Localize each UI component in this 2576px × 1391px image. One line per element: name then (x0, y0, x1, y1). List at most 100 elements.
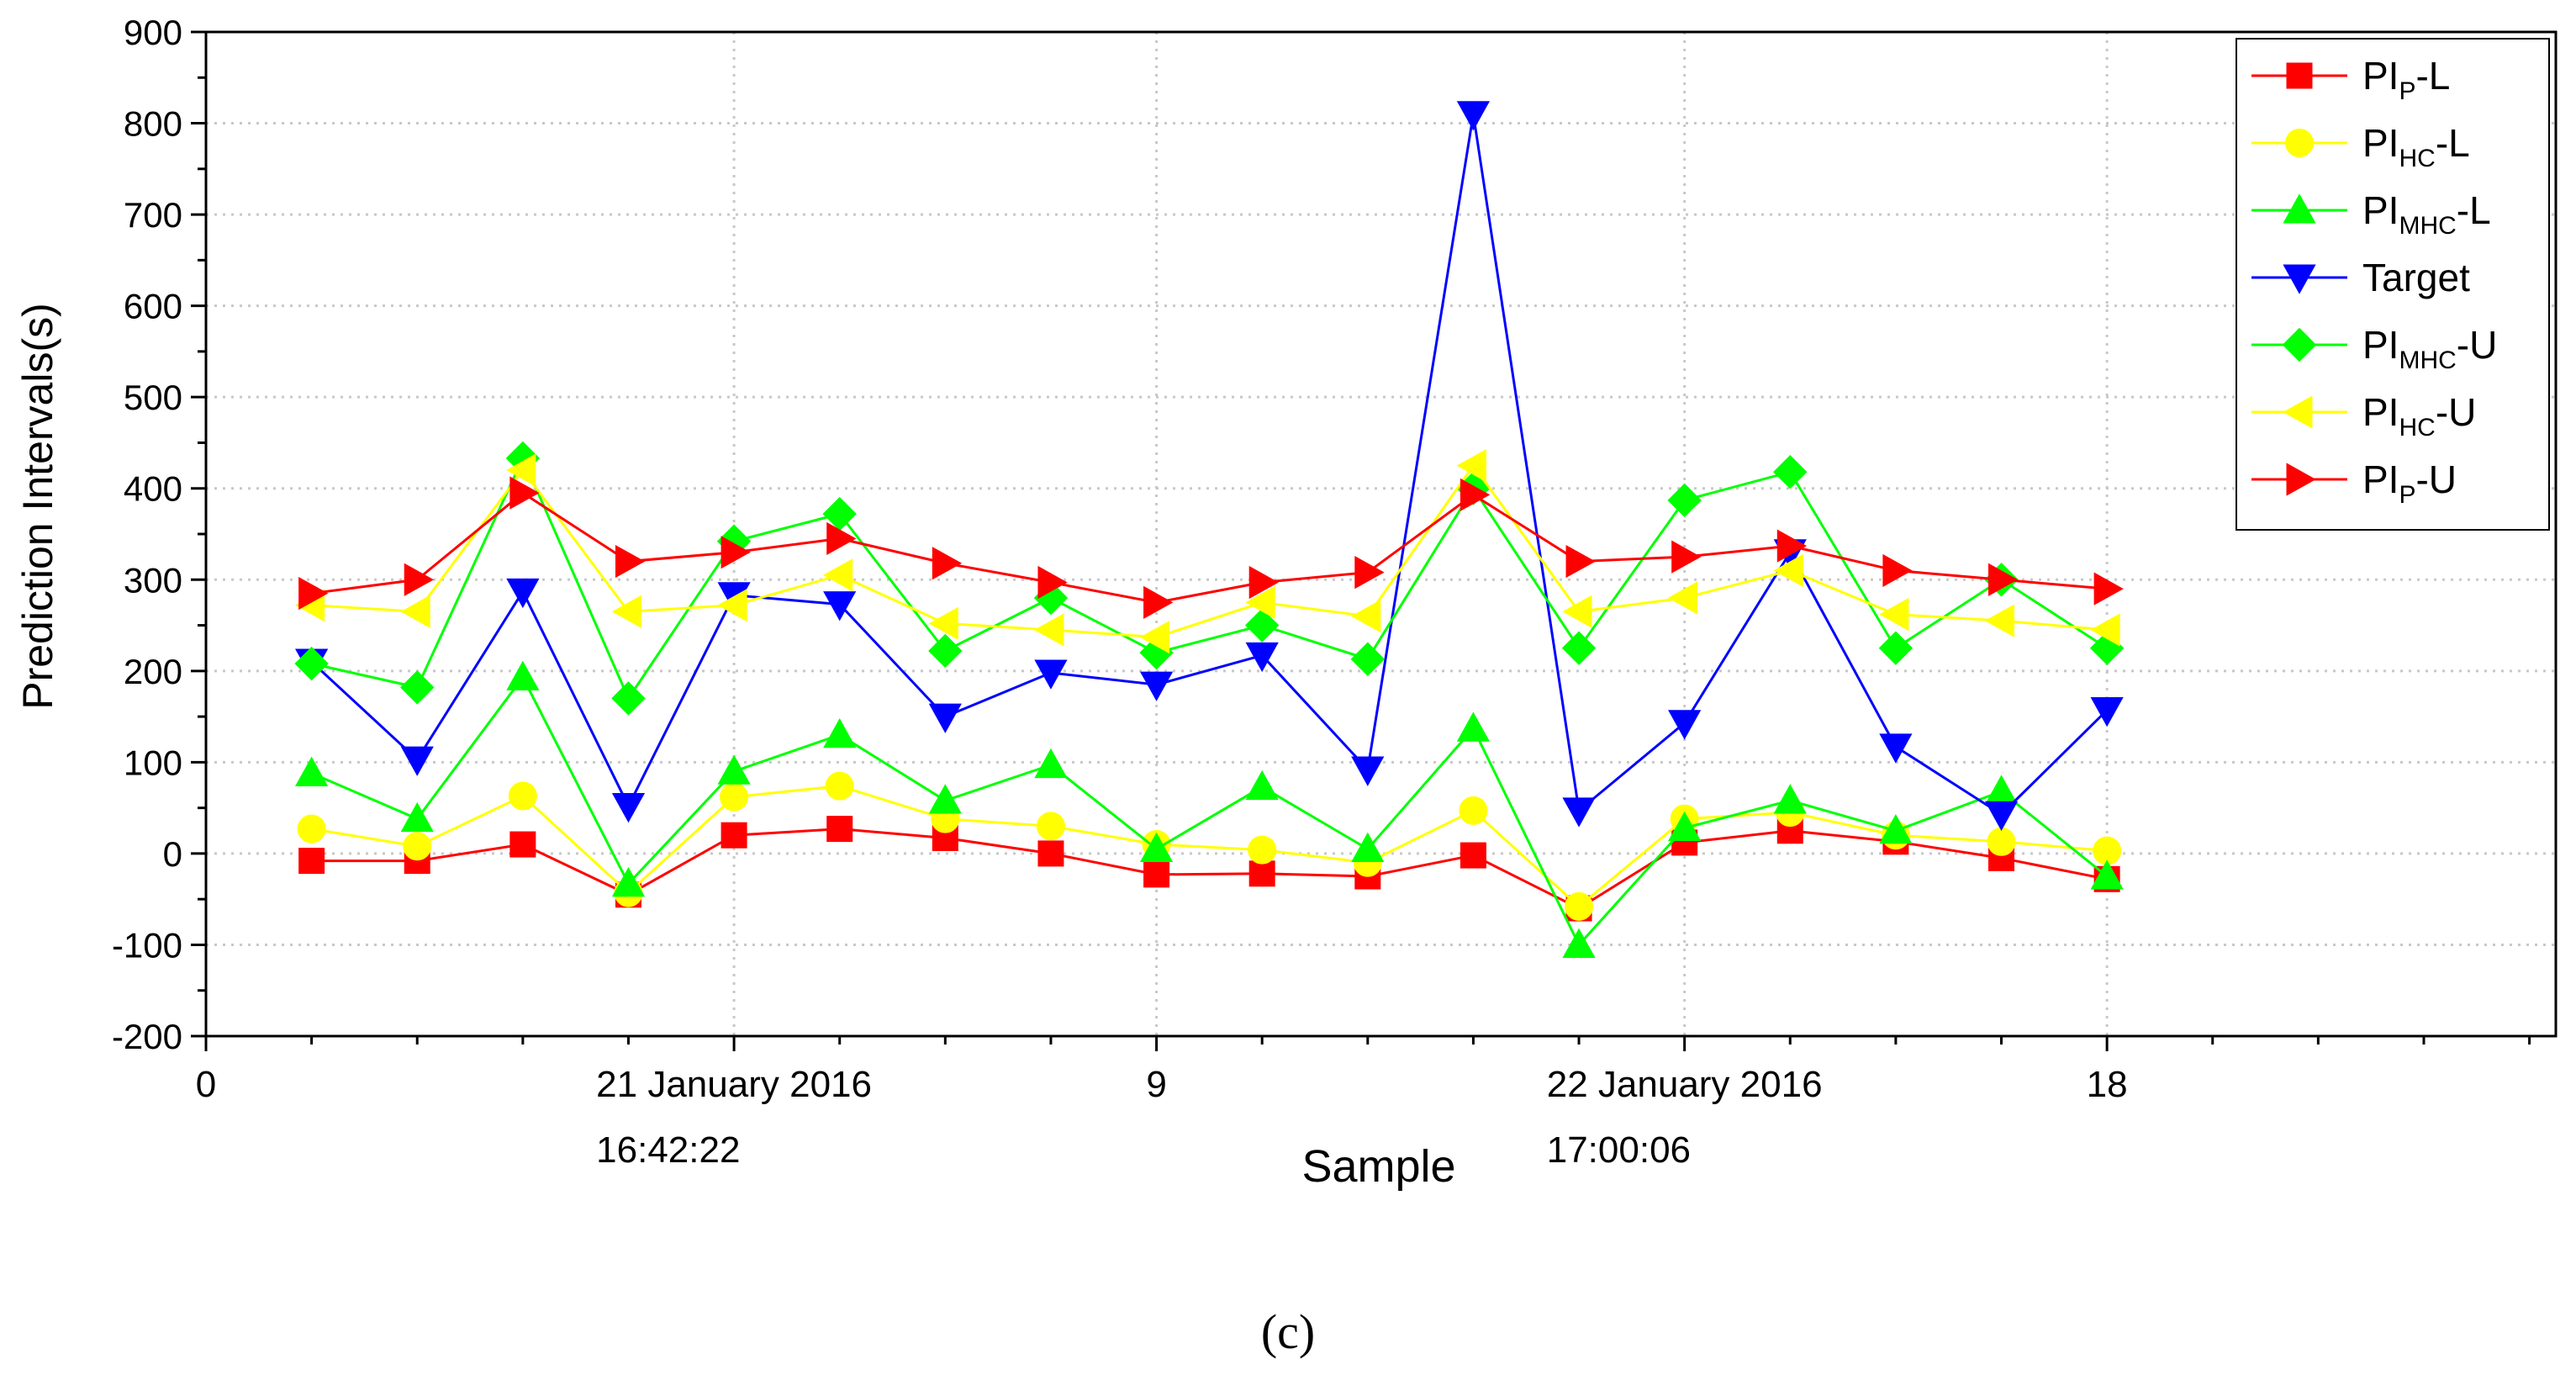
data-point (1354, 555, 1385, 590)
data-point (1459, 796, 1488, 825)
legend-label-subscript: P (2399, 481, 2415, 509)
data-point (1879, 813, 1913, 844)
data-point (1248, 565, 1279, 600)
data-point (1245, 770, 1279, 801)
series-line (311, 674, 2109, 948)
legend-label-main: PI (2362, 121, 2399, 165)
data-point (294, 646, 329, 681)
legend-label-subscript: MHC (2399, 212, 2456, 240)
y-tick-label: 600 (124, 287, 182, 326)
data-point (1878, 631, 1914, 665)
data-point (928, 784, 962, 814)
y-tick-label: 400 (124, 469, 182, 509)
tick-marks: -200 -100 0 100 200 300 400 500 600 700 800 900 0 21 … (112, 13, 2531, 1171)
data-point (611, 595, 641, 628)
series-pihc-u (294, 448, 2120, 654)
data-point (825, 771, 854, 801)
axis-labels: Sample Prediction Intervals(s) (14, 303, 1456, 1192)
data-point (509, 831, 536, 858)
data-point (928, 633, 963, 669)
series-line (310, 114, 2109, 817)
data-point (1984, 775, 2019, 805)
x-tick-label: 18 (2087, 1064, 2128, 1105)
data-point (1456, 448, 1486, 483)
data-point (721, 536, 751, 569)
data-point (1565, 544, 1596, 579)
legend-label-main: PI (2362, 54, 2399, 98)
legend-marker (2283, 264, 2316, 294)
legend-marker (2282, 327, 2317, 362)
data-point (1143, 585, 1174, 620)
data-point (1776, 529, 1808, 563)
data-point (1879, 597, 1909, 632)
legend-label-subscript: HC (2399, 145, 2435, 172)
x-tick-label: 22 January 2016 (1547, 1064, 1823, 1105)
x-tick-sublabel: 16:42:22 (596, 1129, 740, 1171)
x-tick-label: 21 January 2016 (596, 1064, 872, 1105)
data-point (1350, 642, 1386, 676)
legend-label-main: PI (2362, 323, 2399, 367)
data-point (826, 521, 857, 556)
data-point (506, 660, 540, 690)
legend-marker (2286, 463, 2316, 496)
series-line (311, 785, 2108, 908)
series-pihc-l (297, 771, 2122, 921)
legend-label: PIMHC-U (2362, 323, 2497, 374)
legend: PIP-LPIHC-LPIMHC-LTargetPIMHC-UPIHC-UPIP… (2236, 38, 2550, 531)
data-point (403, 832, 432, 861)
data-point (1139, 621, 1170, 654)
data-point (1248, 835, 1277, 865)
data-point (2090, 613, 2120, 647)
legend-label: PIMHC-L (2362, 188, 2491, 240)
data-point (928, 703, 962, 733)
y-tick-label: 900 (124, 13, 182, 52)
legend-box (2236, 38, 2550, 531)
data-point (509, 476, 540, 510)
y-tick-label: 700 (124, 195, 182, 235)
axes (204, 30, 2558, 1038)
series-pimhc-u (294, 441, 2125, 716)
data-point (1036, 812, 1065, 841)
data-point (1034, 748, 1068, 779)
data-point (826, 816, 853, 843)
y-tick-label: -200 (112, 1017, 182, 1056)
data-point (721, 822, 747, 849)
data-point (400, 595, 430, 628)
data-point (1460, 478, 1491, 511)
data-point (298, 848, 325, 875)
data-point (1773, 784, 1807, 814)
data-point (611, 866, 646, 897)
data-point (717, 754, 751, 785)
data-point (611, 792, 646, 823)
series-layer (294, 101, 2125, 958)
legend-label-main: PI (2362, 390, 2399, 434)
data-point (1139, 671, 1174, 701)
data-point (1882, 553, 1913, 588)
data-point (1460, 842, 1486, 869)
data-point (1984, 604, 2015, 637)
y-tick-label: 200 (124, 652, 182, 691)
data-point (823, 718, 857, 748)
plot-frame (204, 30, 2558, 1038)
data-point (1037, 565, 1068, 600)
data-point (404, 563, 435, 596)
legend-label: PIHC-L (2362, 121, 2470, 172)
legend-marker (2283, 193, 2316, 224)
data-point (1773, 454, 1808, 489)
data-point (2090, 859, 2124, 890)
series-line (311, 463, 2108, 639)
legend-label-subscript: P (2399, 77, 2415, 105)
y-tick-label: 500 (124, 378, 182, 417)
legend-marker (2283, 395, 2313, 429)
data-point (1668, 710, 1702, 740)
data-point (1561, 631, 1597, 665)
data-point (295, 756, 329, 786)
data-point (1671, 540, 1702, 574)
series-pip-l (298, 816, 2120, 922)
legend-label: PIP-U (2362, 457, 2457, 509)
data-point (1143, 861, 1170, 888)
legend-label-main: Target (2362, 256, 2470, 299)
series-pip-u (298, 476, 2124, 620)
data-point (1037, 840, 1064, 867)
